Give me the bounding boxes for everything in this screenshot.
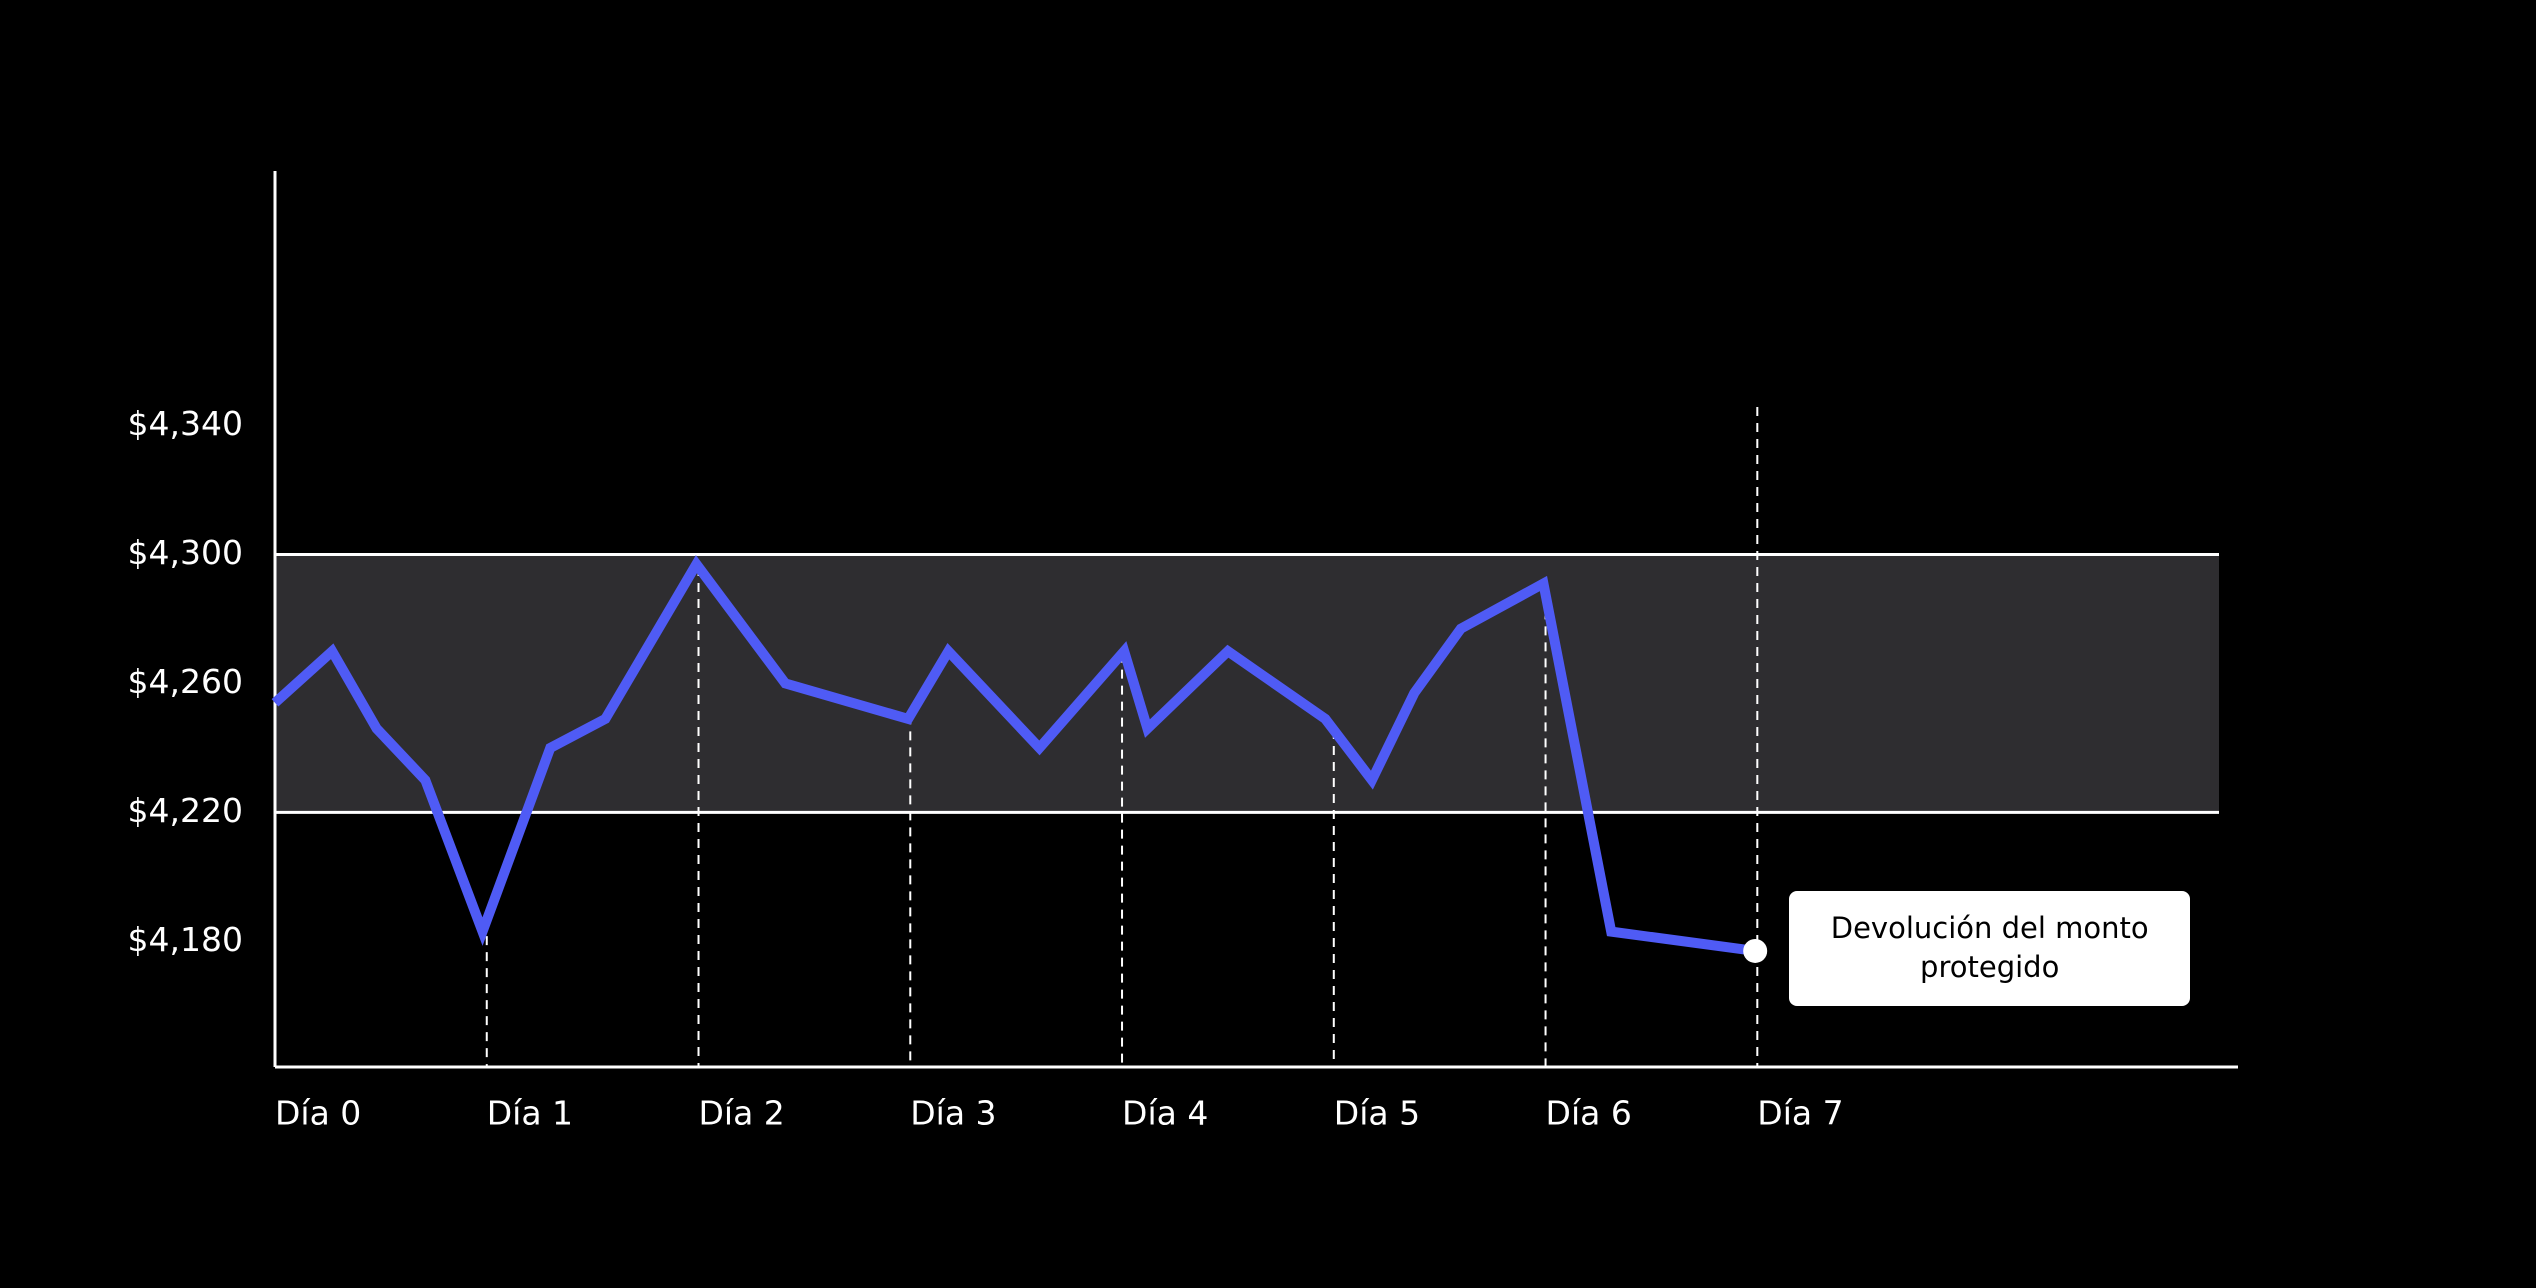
y-tick-label: $4,340	[128, 404, 243, 443]
x-tick-label: Día 1	[487, 1094, 573, 1133]
y-tick-label: $4,220	[128, 791, 243, 830]
x-tick-label: Día 6	[1546, 1094, 1632, 1133]
band	[275, 554, 2219, 813]
y-tick-label: $4,180	[128, 920, 243, 959]
line	[271, 555, 1756, 956]
x-tick-label: Día 7	[1757, 1094, 1843, 1133]
x-tick-label: Día 3	[910, 1094, 996, 1133]
annotation: Devolución del monto protegido	[1789, 890, 2191, 1006]
x-tick-label: Día 0	[275, 1094, 361, 1133]
end-point	[1743, 938, 1768, 963]
x-tick-label: Día 4	[1122, 1094, 1208, 1133]
x-tick-label: Día 5	[1334, 1094, 1420, 1133]
y-tick-label: $4,260	[128, 662, 243, 701]
x-tick-label: Día 2	[699, 1094, 785, 1133]
y-tick-label: $4,300	[128, 533, 243, 572]
